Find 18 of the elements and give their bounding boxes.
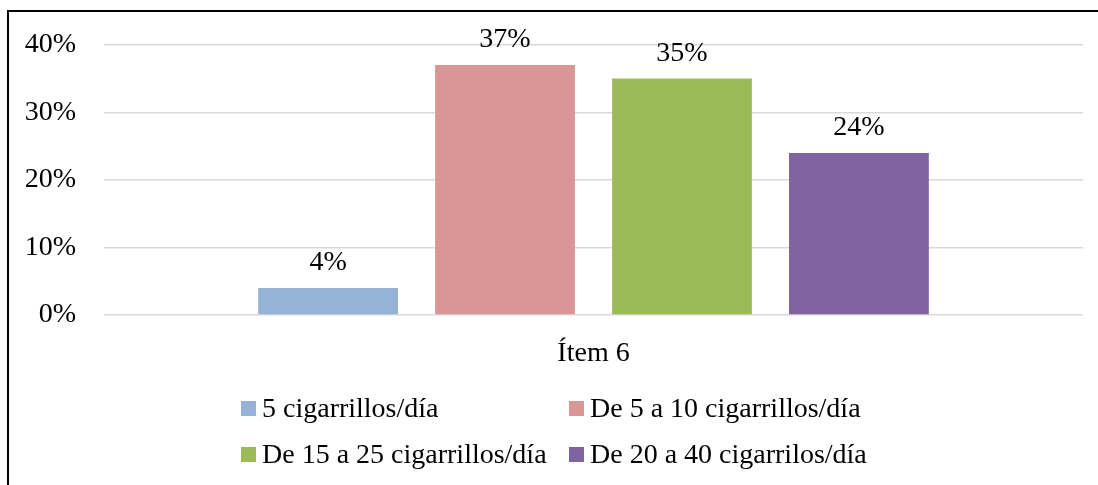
bar — [258, 287, 398, 315]
legend-label: De 5 a 10 cigarrillos/día — [590, 392, 861, 424]
y-tick-label: 10% — [24, 229, 76, 261]
y-tick-label: 40% — [24, 27, 76, 59]
bar — [789, 152, 929, 315]
legend-label: 5 cigarrillos/día — [262, 392, 439, 424]
legend-label: De 15 a 25 cigarrillos/día — [262, 438, 547, 470]
data-label: 35% — [656, 35, 708, 67]
legend-label: De 20 a 40 cigarrilos/día — [590, 438, 867, 470]
y-tick-label: 0% — [38, 297, 76, 329]
bar — [435, 65, 575, 315]
y-tick-label: 30% — [24, 94, 76, 126]
data-label: 37% — [479, 22, 531, 54]
data-label: 24% — [833, 109, 885, 141]
data-label: 4% — [309, 244, 347, 276]
bar — [612, 78, 752, 315]
x-tick-label: Ítem 6 — [557, 336, 630, 368]
y-tick-label: 20% — [24, 162, 76, 194]
